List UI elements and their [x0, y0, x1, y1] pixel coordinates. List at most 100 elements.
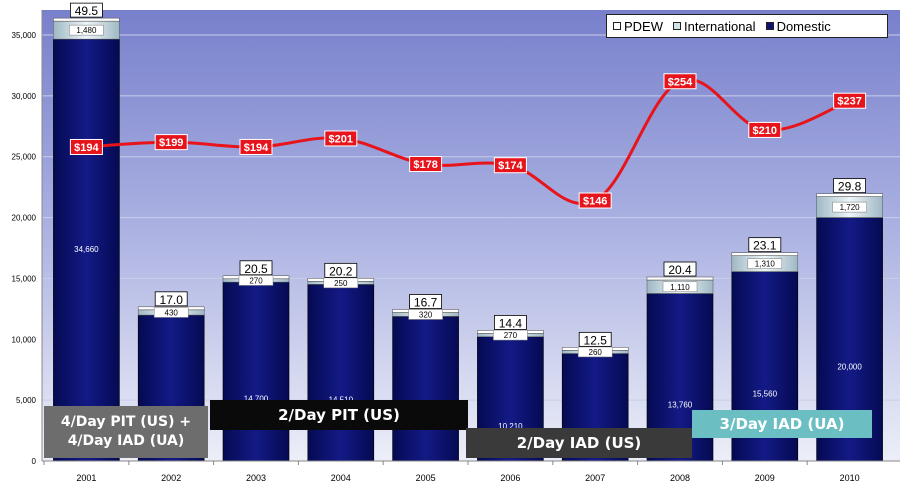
domestic-value-label: 10,210 [498, 422, 523, 431]
legend-item-domestic: Domestic [765, 18, 831, 34]
international-value-label: 320 [419, 310, 433, 319]
x-tick-label: 2001 [76, 473, 96, 483]
bar-pdew-cap [731, 252, 799, 256]
international-label-box [238, 275, 274, 286]
international-value-label: 1,310 [755, 260, 776, 269]
pdew-label-box [663, 261, 697, 277]
pdew-value-label: 20.4 [668, 263, 692, 277]
y-tick-label: 15,000 [12, 274, 37, 283]
price-label-box [324, 130, 358, 147]
pdew-label-box [578, 331, 612, 347]
international-label-box [747, 258, 783, 269]
international-value-label: 1,110 [670, 283, 690, 292]
x-tick-label: 2007 [585, 473, 605, 483]
price-line: $194 $199 $194 $201 $178 $174 $146 $254 $210 $237 [69, 73, 867, 209]
price-label: $194 [244, 142, 269, 154]
domestic-value-label: 34,660 [74, 245, 99, 254]
legend-swatch-pdew [613, 22, 621, 30]
y-axis: 0 5,000 10,000 15,000 20,000 25,000 30,000 35,0… [12, 10, 43, 466]
y-tick-label: 5,000 [16, 396, 37, 405]
x-tick-label: 2002 [161, 473, 181, 483]
international-value-label: 250 [334, 279, 348, 288]
y-tick-label: 25,000 [12, 153, 37, 162]
international-label-box [408, 309, 443, 320]
price-label: $194 [74, 142, 99, 154]
legend-swatch-international [673, 22, 681, 30]
international-value-label: 270 [249, 276, 263, 285]
international-label-box [493, 329, 528, 341]
pdew-value-label: 17.0 [160, 293, 184, 307]
bar-domestic [53, 38, 120, 462]
legend-label-international: International [684, 18, 756, 34]
x-axis: 2001 2002 2003 2004 2005 2006 2007 2008 2009 2010 [42, 460, 900, 483]
price-label-box [833, 92, 867, 109]
international-value-label: 1,480 [76, 26, 97, 35]
legend-label-domestic: Domestic [776, 18, 831, 34]
x-tick-label: 2009 [755, 473, 775, 483]
y-tick-label: 0 [32, 457, 37, 466]
y-tick-label: 20,000 [12, 214, 37, 223]
domestic-value-label: 13,760 [668, 400, 693, 409]
pdew-label-box [154, 291, 188, 307]
price-label: $210 [753, 125, 777, 137]
x-tick-label: 2005 [416, 473, 436, 483]
price-label: $254 [668, 76, 693, 88]
international-label-box [832, 201, 867, 213]
price-label: $237 [837, 96, 861, 108]
x-tick-label: 2003 [246, 473, 266, 483]
pdew-value-label: 29.8 [838, 180, 862, 194]
international-value-label: 270 [504, 331, 518, 340]
price-label: $201 [329, 133, 353, 145]
pdew-label-box [833, 178, 866, 194]
legend-swatch-domestic [765, 22, 774, 30]
international-label-box [69, 24, 104, 36]
pdew-value-label: 14.4 [499, 316, 523, 330]
x-tick-label: 2008 [670, 473, 690, 483]
international-label-box [323, 277, 359, 289]
price-label-box [748, 121, 782, 138]
bar-domestic [307, 284, 375, 462]
pdew-label-box [493, 315, 527, 330]
annotation-4day-pit-iad: 4/Day PIT (US) + 4/Day IAD (UA) [44, 406, 208, 458]
pdew-value-label: 20.5 [244, 262, 268, 276]
bar-domestic [222, 281, 290, 462]
pdew-value-label: 16.7 [414, 296, 438, 310]
bar-pdew-cap [816, 193, 883, 197]
pdew-value-label: 49.5 [75, 4, 99, 18]
y-tick-label: 35,000 [12, 31, 37, 40]
pdew-label-box [239, 260, 273, 276]
bar-pdew-cap [53, 17, 120, 22]
domestic-value-label: 14,700 [244, 395, 269, 404]
pdew-label-box [70, 2, 103, 18]
price-label: $174 [498, 160, 523, 172]
pdew-label-box [409, 294, 443, 309]
pdew-value-label: 20.2 [329, 264, 353, 278]
annotation-2day-pit: 2/Day PIT (US) [210, 400, 468, 430]
x-tick-label: 2010 [840, 473, 860, 483]
international-label-box [577, 346, 613, 358]
pdew-label-box [324, 262, 358, 278]
price-label-box [154, 134, 188, 151]
bar-pdew-cap [646, 276, 714, 281]
international-value-label: 260 [589, 348, 603, 357]
bar-domestic [392, 316, 459, 462]
x-tick-label: 2004 [331, 473, 351, 483]
legend: PDEW International Domestic [606, 14, 888, 38]
price-label: $178 [413, 159, 437, 171]
pdew-label-box [748, 237, 782, 253]
y-tick-label: 10,000 [12, 335, 37, 344]
price-label: $199 [159, 137, 183, 149]
price-label: $146 [583, 196, 607, 208]
legend-item-pdew: PDEW [613, 19, 663, 34]
international-label-box [153, 307, 189, 318]
international-value-label: 430 [165, 308, 179, 317]
price-label-box [409, 156, 443, 173]
price-label-box [69, 138, 103, 155]
annotation-3day-iad: 3/Day IAD (UA) [692, 410, 872, 438]
price-label-box [663, 73, 697, 90]
annotation-2day-iad: 2/Day IAD (US) [466, 428, 692, 458]
price-line-path [86, 77, 851, 206]
pdew-value-label: 12.5 [584, 333, 608, 347]
price-label-box [493, 157, 527, 174]
price-label-box [578, 192, 612, 209]
